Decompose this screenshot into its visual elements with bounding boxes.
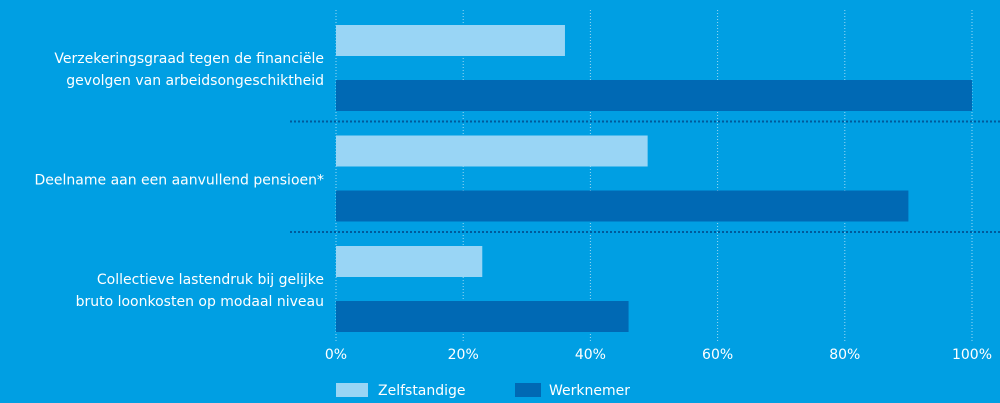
bar — [336, 190, 909, 222]
bar — [336, 135, 648, 167]
category-label: gevolgen van arbeidsongeschiktheid — [66, 73, 324, 89]
x-tick-label: 100% — [952, 347, 992, 363]
legend-label: Zelfstandige — [378, 383, 466, 399]
bar — [336, 80, 972, 111]
bar — [336, 25, 565, 56]
x-tick-label: 20% — [448, 347, 479, 363]
bar — [336, 246, 483, 277]
bar — [336, 301, 629, 332]
x-tick-label: 40% — [575, 347, 606, 363]
legend-label: Werknemer — [549, 383, 630, 399]
legend-swatch — [515, 383, 541, 397]
category-label: bruto loonkosten op modaal niveau — [76, 294, 324, 310]
x-tick-label: 80% — [829, 347, 860, 363]
category-label: Verzekeringsgraad tegen de financiële — [54, 51, 324, 67]
category-label: Deelname aan een aanvullend pensioen* — [35, 173, 324, 189]
category-label: Collectieve lastendruk bij gelijke — [97, 272, 324, 288]
legend-swatch — [336, 383, 368, 397]
x-tick-label: 0% — [325, 347, 347, 363]
x-tick-label: 60% — [702, 347, 733, 363]
